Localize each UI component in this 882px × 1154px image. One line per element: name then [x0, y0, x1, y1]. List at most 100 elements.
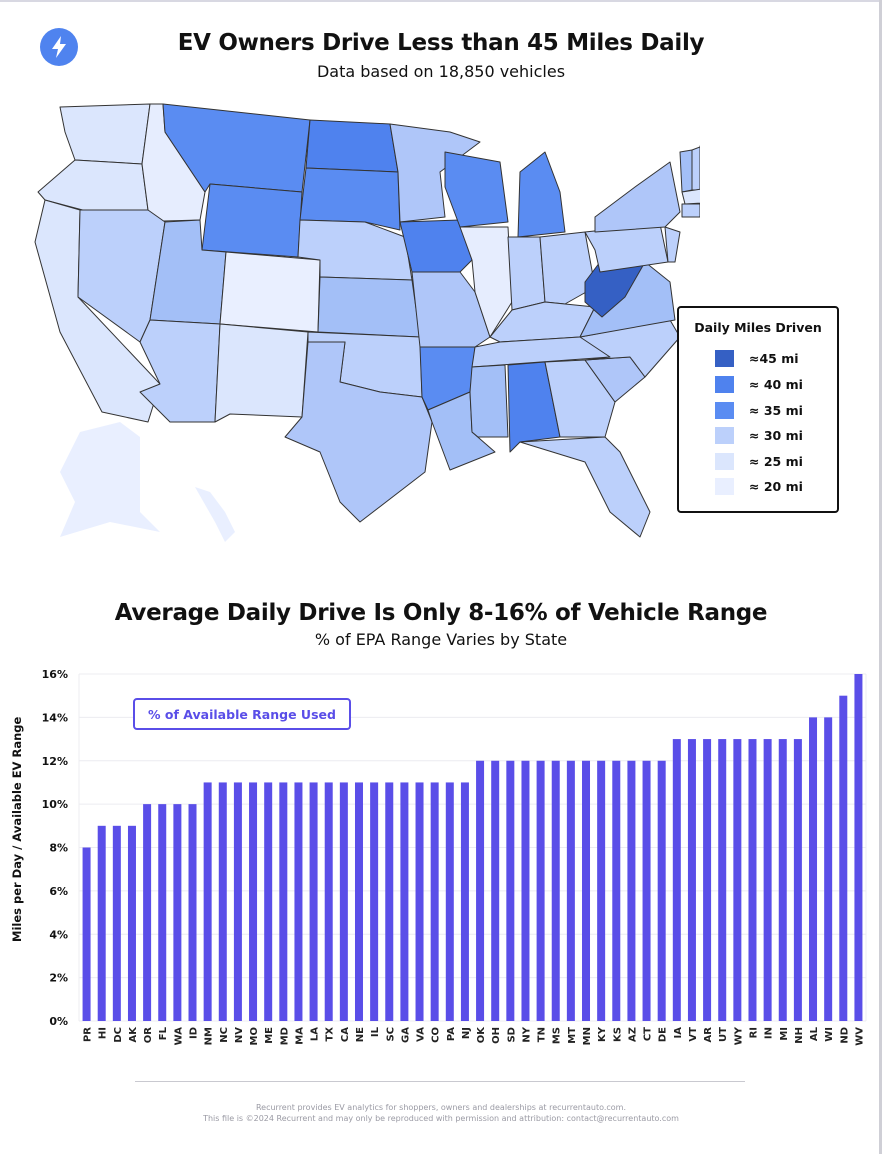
state-sd	[299, 167, 401, 231]
x-tick-label: LA	[310, 1027, 321, 1041]
x-tick-label: ID	[189, 1027, 200, 1039]
bar-wi	[824, 717, 833, 1021]
y-tick-label: 6%	[49, 885, 68, 898]
bar-ak	[127, 825, 136, 1021]
legend-title: Daily Miles Driven	[694, 320, 822, 335]
state-ma	[681, 188, 700, 205]
bar-nv	[233, 782, 242, 1021]
bar-ny	[521, 760, 530, 1021]
x-tick-label: PR	[83, 1027, 94, 1042]
bar-ca	[339, 782, 348, 1021]
y-tick-label: 0%	[49, 1015, 68, 1028]
x-tick-label: KY	[597, 1026, 608, 1042]
x-tick-label: MD	[279, 1027, 290, 1045]
legend-label: ≈ 25 mi	[749, 453, 803, 469]
x-tick-label: MT	[567, 1027, 578, 1044]
x-tick-label: NC	[219, 1027, 230, 1043]
state-wy	[201, 183, 303, 258]
page-border-top	[0, 0, 882, 2]
bar-tx	[324, 782, 333, 1021]
x-tick-label: PA	[446, 1027, 457, 1041]
map-subtitle: Data based on 18,850 vehicles	[316, 62, 566, 81]
legend-swatch	[715, 477, 734, 495]
x-tick-label: AL	[809, 1026, 820, 1041]
y-tick-label: 2%	[49, 972, 68, 985]
x-tick-label: SC	[385, 1027, 396, 1042]
state-al	[507, 361, 561, 453]
legend-item: ≈45 mi	[715, 349, 799, 367]
bar-ky	[597, 760, 606, 1021]
x-tick-label: TX	[325, 1027, 336, 1042]
bar-nj	[460, 782, 469, 1021]
bar-ma	[294, 782, 303, 1021]
lightning-bolt-icon	[40, 28, 78, 66]
legend-swatch	[715, 349, 734, 367]
state-wa	[59, 103, 151, 165]
chart-subtitle: % of EPA Range Varies by State	[314, 630, 568, 649]
state-co	[219, 251, 321, 333]
legend-item: ≈ 40 mi	[715, 375, 803, 393]
state-oh	[539, 231, 596, 305]
legend-item: ≈ 25 mi	[715, 452, 803, 470]
x-tick-label: IL	[370, 1026, 381, 1037]
y-tick-label: 16%	[42, 668, 68, 681]
state-mi	[517, 151, 566, 238]
x-tick-label: WI	[824, 1027, 835, 1042]
x-tick-label: CA	[340, 1027, 351, 1042]
x-tick-label: NV	[234, 1027, 245, 1043]
bar-me	[264, 782, 273, 1021]
x-tick-label: MO	[249, 1027, 260, 1045]
bar-ms	[551, 760, 560, 1021]
bar-hi	[97, 825, 106, 1021]
x-tick-label: VT	[688, 1027, 699, 1042]
x-tick-label: AR	[703, 1027, 714, 1043]
y-axis-label: Miles per Day / Available EV Range	[10, 716, 24, 942]
bar-ct	[642, 760, 651, 1021]
x-tick-label: NH	[794, 1027, 805, 1044]
bar-ia	[672, 739, 681, 1021]
x-tick-label: ND	[839, 1027, 850, 1044]
chart-title: Average Daily Drive Is Only 8-16% of Veh…	[114, 600, 768, 626]
bar-ut	[718, 739, 727, 1021]
state-fl	[519, 436, 651, 538]
bar-nh	[793, 739, 802, 1021]
legend-label: ≈ 20 mi	[749, 478, 803, 494]
legend-item: ≈ 20 mi	[715, 477, 803, 495]
legend-swatch	[715, 426, 734, 444]
bar-wv	[854, 674, 863, 1021]
state-ks	[317, 276, 421, 338]
bar-ne	[354, 782, 363, 1021]
x-tick-label: OR	[143, 1027, 154, 1044]
x-tick-label: WA	[173, 1027, 184, 1046]
legend-swatch	[715, 401, 734, 419]
x-tick-label: TN	[537, 1027, 548, 1042]
map-title: EV Owners Drive Less than 45 Miles Daily	[177, 30, 705, 56]
legend-label: ≈ 30 mi	[749, 427, 803, 443]
us-choropleth-map	[34, 103, 700, 542]
x-tick-label: KS	[612, 1027, 623, 1042]
x-tick-label: AZ	[627, 1027, 638, 1042]
legend-item: ≈ 35 mi	[715, 401, 803, 419]
x-tick-label: OH	[491, 1027, 502, 1044]
bar-al	[809, 717, 818, 1021]
x-tick-label: IA	[673, 1027, 684, 1039]
legend-item: ≈ 30 mi	[715, 426, 803, 444]
x-tick-label: VA	[416, 1027, 427, 1042]
x-tick-label: AK	[128, 1026, 139, 1043]
state-tx	[284, 341, 433, 523]
bar-de	[657, 760, 666, 1021]
x-tick-label: FL	[158, 1026, 169, 1040]
x-tick-label: MA	[294, 1027, 305, 1045]
x-tick-label: DC	[113, 1027, 124, 1043]
state-ia	[399, 219, 473, 273]
y-tick-label: 10%	[42, 798, 68, 811]
legend-label: ≈ 35 mi	[749, 402, 803, 418]
bar-chart: 0% 2% 4% 6% 8% 10% 12% 14% 16% PR HI DC AK OR FL WA ID NM…	[42, 668, 867, 1046]
x-tick-label: MI	[779, 1027, 790, 1041]
bar-sc	[385, 782, 394, 1021]
bar-wy	[733, 739, 742, 1021]
series-label-box: % of Available Range Used	[133, 698, 351, 730]
y-tick-label: 14%	[42, 711, 68, 724]
bar-co	[430, 782, 439, 1021]
state-ms	[469, 364, 509, 438]
